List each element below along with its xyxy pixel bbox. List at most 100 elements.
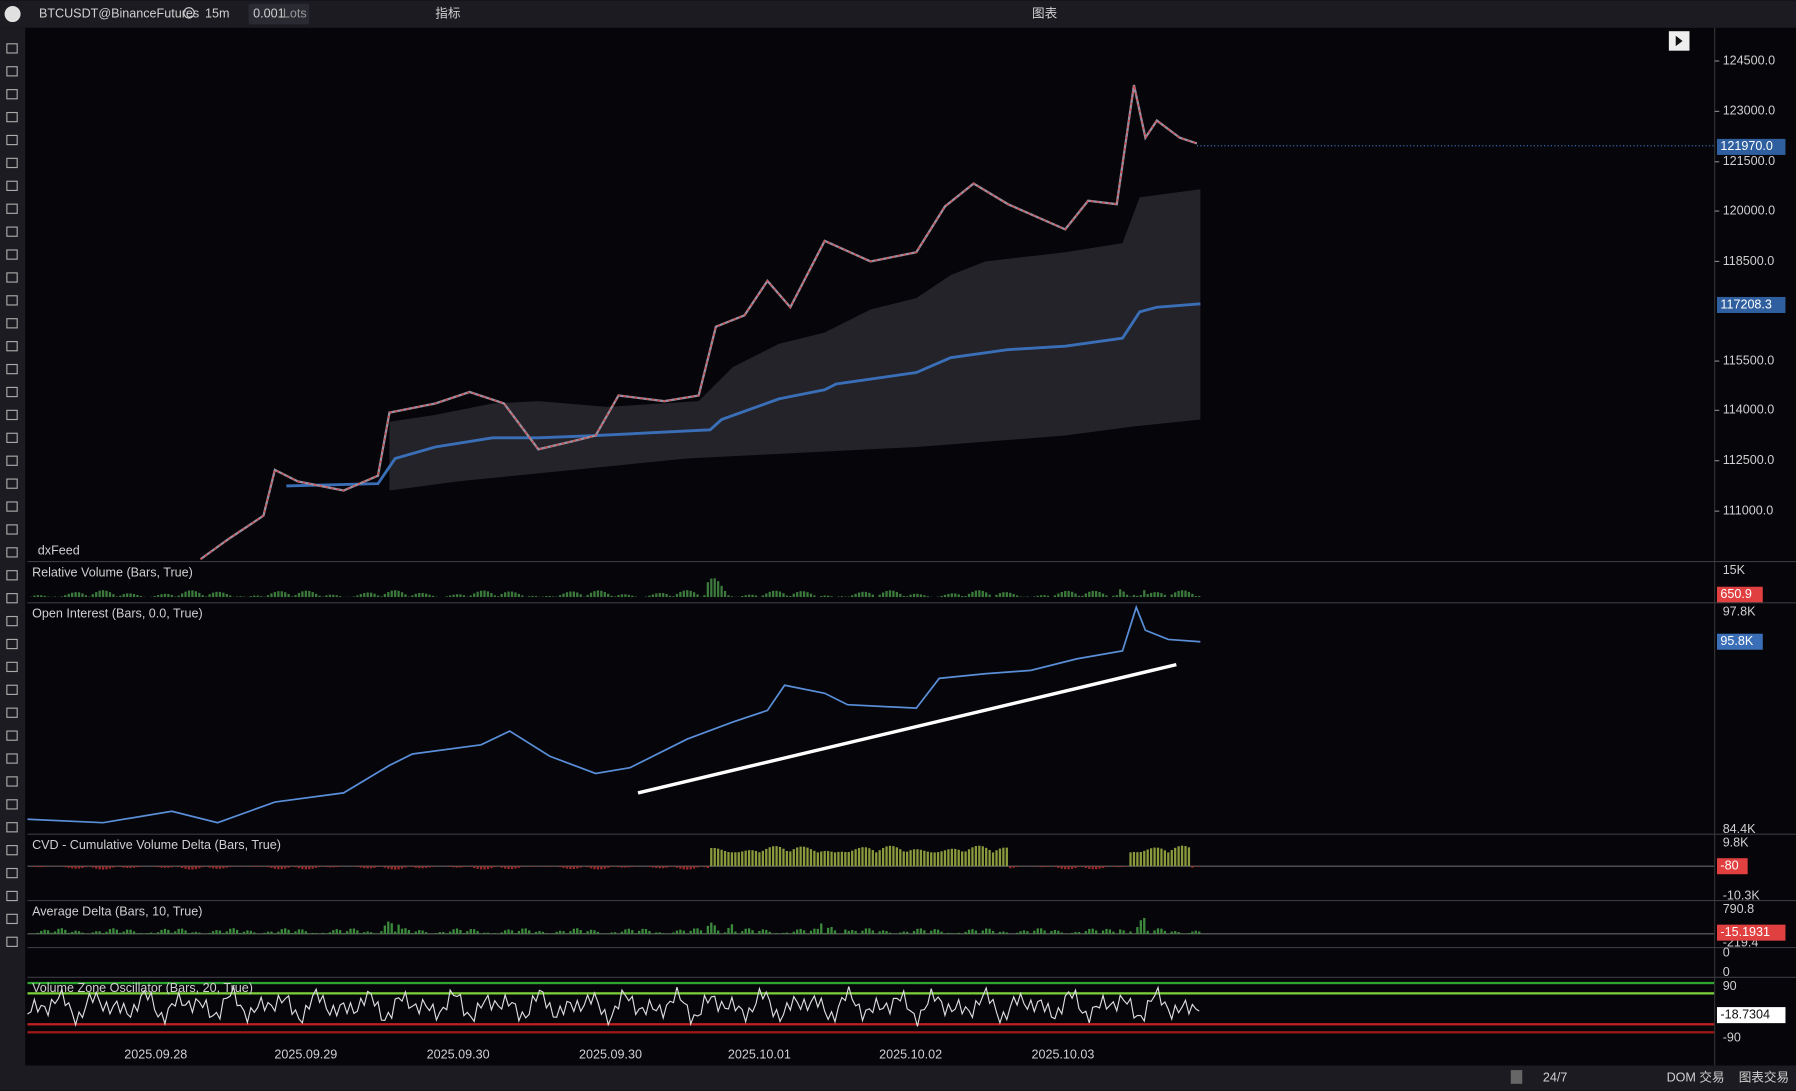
chart-trading[interactable]: 图表交易: [1739, 1069, 1789, 1084]
delta-bar: [930, 930, 933, 934]
tool-icon[interactable]: [6, 822, 18, 833]
tool-icon[interactable]: [6, 730, 18, 741]
tool-icon[interactable]: [6, 707, 18, 718]
delta-bar: [868, 928, 871, 934]
tool-icon[interactable]: [6, 66, 18, 77]
delta-bar: [328, 932, 332, 934]
cvd-bar: [1074, 866, 1077, 868]
cvd-bar: [394, 866, 397, 870]
tool-icon[interactable]: [6, 913, 18, 925]
session[interactable]: 24/7: [1543, 1070, 1567, 1084]
tool-icon[interactable]: [6, 547, 18, 558]
cvd-bar: [562, 866, 565, 868]
cvd-bar: [888, 845, 892, 867]
volume-bar: [572, 591, 575, 598]
volume-bar: [888, 590, 892, 598]
tool-icon[interactable]: [6, 341, 18, 352]
dom-trading[interactable]: DOM 交易: [1667, 1069, 1725, 1084]
delta-bar: [579, 930, 582, 934]
tool-icon[interactable]: [6, 890, 18, 902]
tool-icon[interactable]: [6, 570, 18, 581]
value-badge: [1716, 633, 1763, 650]
tool-icon[interactable]: [6, 845, 18, 856]
cvd-bar: [1081, 866, 1084, 867]
delta-bar: [717, 930, 720, 934]
delta-bar: [613, 932, 617, 934]
search-icon[interactable]: [183, 7, 195, 19]
cvd-bar: [775, 846, 778, 867]
value-badge: [1716, 586, 1763, 603]
price-label: 115500.0: [1723, 353, 1775, 367]
delta-bar: [1112, 931, 1115, 934]
interval[interactable]: 15m: [205, 6, 229, 20]
date-label: 2025.10.01: [728, 1048, 791, 1062]
tool-icon[interactable]: [6, 89, 18, 100]
cvd-bar: [521, 866, 524, 868]
indicators-button[interactable]: 指标: [435, 6, 461, 20]
logo[interactable]: [4, 6, 21, 23]
delta-bar: [493, 933, 496, 934]
delta-bar: [723, 932, 727, 934]
tool-icon[interactable]: [6, 43, 18, 54]
scroll-handle[interactable]: [1510, 1070, 1523, 1084]
volume-bar: [1187, 591, 1191, 598]
tool-icon[interactable]: [6, 478, 18, 489]
tool-icon[interactable]: [6, 867, 18, 879]
volume-bar: [964, 596, 967, 598]
cvd-bar: [1177, 846, 1180, 867]
volume-bar: [366, 592, 369, 598]
tool-icon[interactable]: [6, 776, 18, 787]
tool-icon[interactable]: [6, 363, 18, 375]
tool-icon[interactable]: [6, 593, 18, 604]
tool-icon[interactable]: [6, 661, 18, 673]
delta-bar: [146, 933, 149, 934]
delta-bar: [266, 931, 270, 934]
tool-icon[interactable]: [6, 409, 18, 421]
quantity[interactable]: 0.001: [253, 6, 284, 20]
tool-icon[interactable]: [6, 432, 18, 443]
tool-icon[interactable]: [6, 157, 18, 169]
tool-icon[interactable]: [6, 318, 18, 329]
cvd-bar: [64, 866, 67, 868]
cvd-bar: [318, 866, 321, 867]
volume-bar: [885, 590, 888, 598]
cvd-bar: [132, 866, 136, 868]
delta-bar: [129, 929, 132, 934]
volume-bar: [1091, 590, 1094, 598]
cvd-bar: [744, 850, 747, 867]
volume-bar: [1088, 591, 1091, 598]
tool-icon[interactable]: [6, 753, 18, 764]
tool-icon[interactable]: [6, 134, 18, 146]
tool-icon[interactable]: [6, 524, 18, 535]
delta-bar: [435, 933, 438, 934]
volume-bar: [156, 595, 160, 598]
tool-icon[interactable]: [6, 249, 18, 260]
cvd-bar: [572, 866, 575, 869]
tool-icon[interactable]: [6, 799, 18, 810]
delta-bar: [1040, 928, 1043, 934]
tool-icon[interactable]: [6, 615, 18, 627]
quantity-box[interactable]: [248, 3, 310, 25]
tool-icon[interactable]: [6, 455, 18, 466]
volume-bar: [112, 594, 115, 598]
delta-bar: [830, 926, 833, 934]
tool-icon[interactable]: [6, 936, 18, 947]
tool-icon[interactable]: [6, 111, 18, 123]
tool-icon[interactable]: [6, 638, 18, 650]
delta-bar: [50, 932, 53, 934]
tool-icon[interactable]: [6, 684, 18, 695]
volume-bar: [235, 596, 239, 598]
tool-icon[interactable]: [6, 386, 18, 398]
tool-icon[interactable]: [6, 226, 18, 237]
symbol[interactable]: BTCUSDT@BinanceFutures: [39, 6, 199, 20]
volume-bar: [67, 593, 70, 598]
delta-bar: [71, 931, 74, 934]
tool-icon[interactable]: [6, 501, 18, 512]
tool-icon[interactable]: [6, 203, 18, 214]
tool-icon[interactable]: [6, 295, 18, 306]
tool-icon[interactable]: [6, 272, 18, 283]
delta-bar: [675, 930, 679, 934]
tool-icon[interactable]: [6, 180, 18, 191]
delta-bar: [854, 930, 857, 934]
